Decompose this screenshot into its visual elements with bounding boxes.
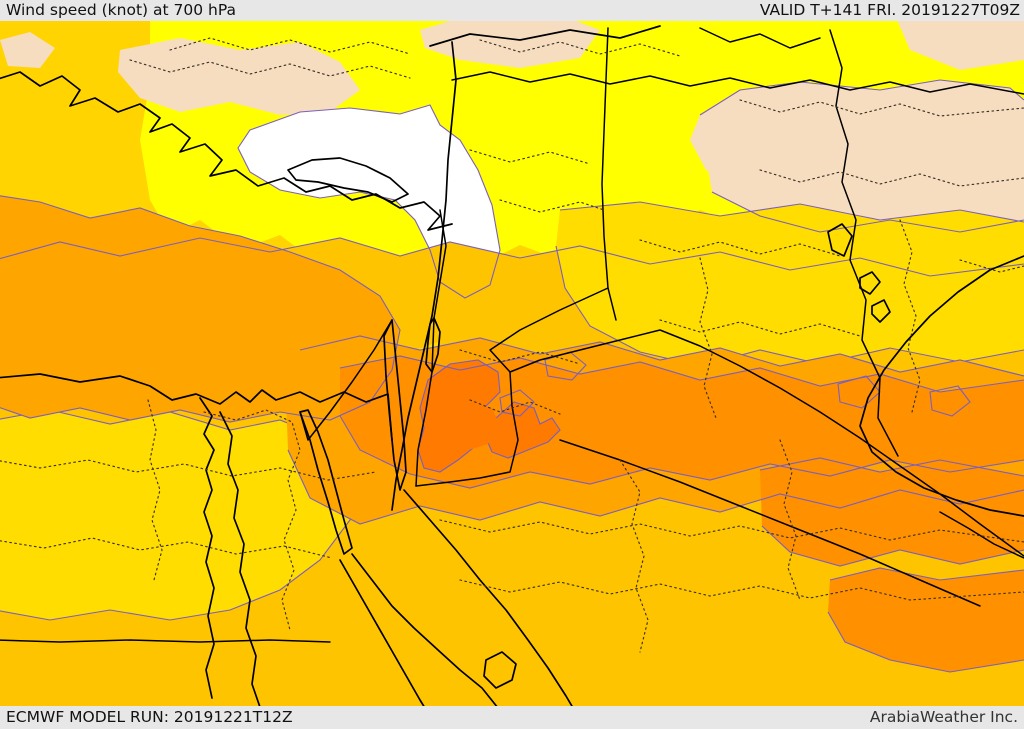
band-cream-far-ne: [897, 20, 1024, 70]
footer-bar: ECMWF MODEL RUN: 20191221T12Z ArabiaWeat…: [0, 706, 1024, 729]
coastline-gulf-of-aqaba: [383, 319, 407, 491]
admin-boundary-egypt-1: [203, 409, 301, 631]
admin-boundary-east-1: [739, 99, 1024, 117]
admin-boundary-east-4: [959, 259, 1024, 273]
border-jordan-saudi: [415, 371, 519, 487]
contour-band-amber-main: [0, 237, 1024, 277]
contour-band-deep-orange: [339, 355, 1024, 393]
coastline-persian-gulf: [859, 255, 1024, 517]
band-orange-east: [760, 458, 1024, 566]
border-iraq-jordan: [489, 287, 1024, 557]
coastline-kuwait-bay: [483, 651, 517, 689]
coastline-island-3: [871, 299, 891, 323]
admin-boundary-iraq-2: [659, 319, 861, 337]
coastline-sinai-south: [351, 553, 499, 708]
admin-boundary-syria-2: [499, 199, 605, 213]
border-north: [699, 27, 821, 49]
admin-boundary-saudi-2: [459, 579, 1024, 601]
admin-boundary-saudi-3: [619, 459, 649, 653]
border-saudi-kuwait: [939, 511, 1024, 559]
coastline-turkey-north: [429, 25, 661, 47]
coastline-gulf-of-suez: [299, 409, 353, 555]
admin-boundary-syria-1: [469, 149, 591, 165]
model-run-label: ECMWF MODEL RUN: 20191221T12Z: [6, 708, 293, 726]
admin-boundary-east-3: [899, 219, 921, 413]
coastline-red-sea-east: [403, 489, 575, 708]
band-cream-east-2: [700, 108, 1024, 232]
band-cream-north-central: [118, 38, 360, 115]
admin-boundary-med-nw: [129, 59, 411, 79]
band-max-core-3: [440, 400, 500, 452]
admin-boundary-jordan-1: [459, 349, 581, 365]
coastline-egypt-north: [0, 373, 393, 441]
header-bar: Wind speed (knot) at 700 hPa VALID T+141…: [0, 0, 1024, 21]
band-cream-small-nw: [0, 32, 55, 68]
map-canvas[interactable]: [0, 20, 1024, 708]
band-max-core-2: [486, 402, 560, 458]
coastline-nile-delta: [199, 397, 215, 699]
valid-time-label: VALID T+141 FRI. 20191227T09Z: [759, 1, 1020, 19]
coastline-red-sea-west: [339, 559, 426, 708]
coastline-dead-sea: [425, 317, 441, 373]
border-egypt-israel: [299, 319, 393, 441]
coastline-levant: [391, 41, 457, 511]
contour-band-orange-central-lower: [287, 449, 1024, 525]
admin-boundary-iraq-1: [639, 239, 841, 257]
admin-boundary-egypt-4: [147, 399, 163, 581]
band-white-strip: [252, 120, 392, 176]
contour-line-ne-1: [559, 201, 1024, 223]
page-title: Wind speed (knot) at 700 hPa: [6, 1, 237, 19]
band-orange-east-2: [828, 568, 1024, 672]
border-saudi-iraq: [559, 439, 981, 607]
contour-band-orange-west: [0, 195, 401, 423]
contour-cream-east: [699, 79, 1024, 116]
contour-band-orange-central: [299, 335, 1024, 377]
contour-east-1: [759, 457, 1024, 477]
attribution-label: ArabiaWeather Inc.: [869, 708, 1018, 726]
coastline-island-1: [827, 223, 853, 257]
contour-max-core-2: [485, 401, 561, 459]
admin-boundary-turkey-1: [169, 37, 411, 55]
band-cream-northeast: [420, 20, 600, 68]
contour-lens-group: [499, 351, 971, 417]
admin-boundary-saudi-1: [439, 519, 1024, 543]
border-israel-jordan: [415, 209, 447, 487]
admin-boundary-egypt-2: [0, 459, 377, 481]
contour-white-outline: [237, 104, 501, 299]
admin-boundary-egypt-3: [0, 537, 333, 559]
admin-boundary-jordan-2: [469, 399, 561, 415]
contour-east-3: [829, 567, 1024, 581]
contour-east-4: [827, 611, 1024, 673]
wind-speed-contour-map: [0, 20, 1024, 708]
coastline-cyprus: [287, 157, 409, 203]
contour-band-deep-orange-lower: [339, 415, 1024, 489]
border-turkey-syria: [451, 71, 1024, 95]
admin-boundary-saudi-4: [779, 439, 801, 601]
river-nile: [219, 411, 262, 708]
border-iran-iraq: [829, 29, 899, 457]
border-egypt-sudan: [0, 639, 331, 643]
band-yellow-ne: [556, 202, 1024, 366]
admin-boundary-east-2: [759, 169, 1024, 187]
admin-boundary-turkey-2: [479, 39, 681, 57]
band-yellow-egypt-south: [0, 410, 360, 620]
